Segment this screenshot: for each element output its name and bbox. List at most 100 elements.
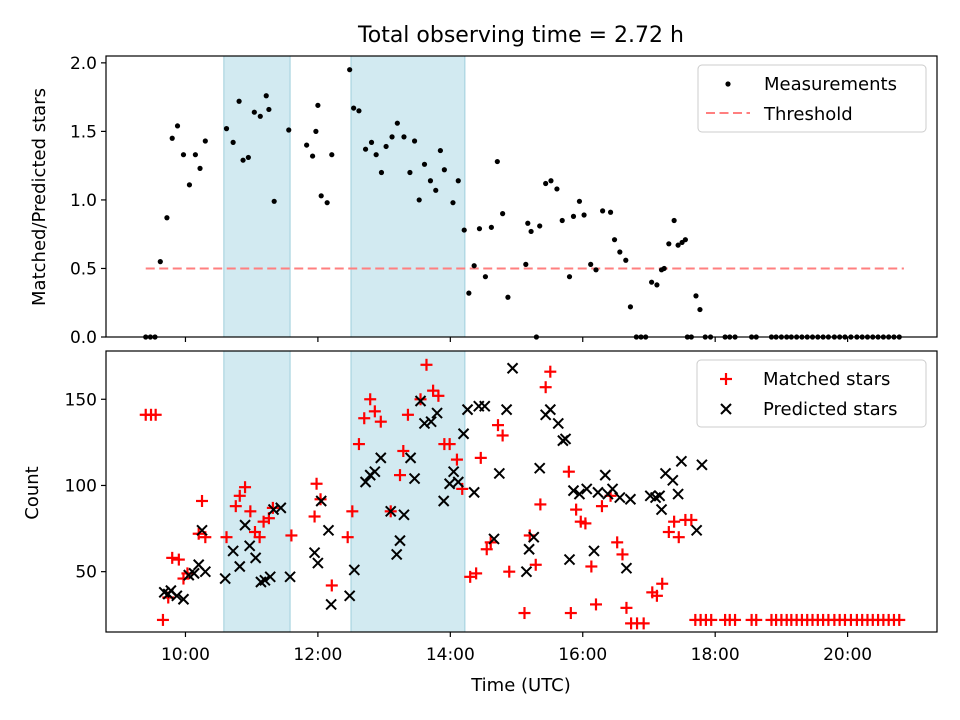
- predicted-star-point: [348, 564, 361, 576]
- measurement-point: [461, 227, 467, 233]
- predicted-star-point: [171, 590, 183, 602]
- x-tick-label: 20:00: [823, 645, 872, 665]
- predicted-star-point: [227, 545, 239, 557]
- predicted-star-point: [390, 548, 403, 561]
- predicted-star-point: [488, 533, 500, 545]
- measurement-point: [682, 237, 688, 243]
- y-tick-label: 2.0: [70, 54, 97, 74]
- matched-star-point: [420, 358, 433, 371]
- matched-star-point: [401, 408, 414, 421]
- measurement-point: [304, 142, 310, 148]
- predicted-star-point: [315, 495, 327, 507]
- y-tick-label: 50: [75, 563, 97, 583]
- matched-star-point: [470, 567, 483, 580]
- x-tick-label: 14:00: [426, 645, 475, 665]
- measurement-point: [528, 228, 534, 235]
- matched-star-point: [474, 451, 487, 464]
- matched-star-point: [443, 438, 456, 451]
- measurement-point: [427, 178, 434, 184]
- matched-star-point: [220, 531, 233, 544]
- matched-star-point: [325, 579, 338, 592]
- measurement-point: [389, 134, 395, 140]
- measurement-point: [576, 198, 583, 204]
- predicted-star-point: [188, 567, 200, 580]
- matched-star-point: [239, 481, 252, 494]
- measurement-point: [693, 293, 699, 299]
- y-tick-label: 1.0: [70, 191, 97, 211]
- predicted-star-point: [408, 472, 421, 485]
- predicted-star-point: [667, 474, 679, 487]
- legend-label-predicted: Predicted stars: [763, 399, 897, 420]
- predicted-star-point: [425, 415, 437, 428]
- x-tick-label: 18:00: [691, 645, 740, 665]
- predicted-star-point: [620, 562, 633, 574]
- measurement-point: [455, 178, 461, 184]
- measurement-point: [482, 274, 489, 280]
- matched-star-point: [244, 505, 257, 518]
- measurement-point: [318, 193, 324, 199]
- predicted-star-point: [690, 524, 703, 536]
- measurement-point: [588, 261, 594, 267]
- predicted-star-point: [461, 403, 474, 416]
- predicted-star-point: [653, 490, 666, 502]
- measurement-point: [240, 157, 246, 163]
- measurement-point: [548, 178, 554, 184]
- predicted-star-point: [493, 467, 506, 480]
- predicted-star-point: [308, 546, 321, 559]
- predicted-star-point: [239, 519, 251, 531]
- chart-title: Total observing time = 2.72 h: [357, 23, 684, 48]
- measurement-point: [401, 134, 407, 140]
- predicted-star-point: [599, 469, 611, 481]
- measurement-point: [476, 226, 483, 232]
- bottom-y-axis: 50 100 150: [65, 390, 106, 583]
- matched-star-point: [285, 529, 298, 542]
- matched-star-point: [564, 607, 577, 620]
- y-tick-label: 150: [65, 390, 97, 410]
- measurement-point: [471, 263, 477, 269]
- matched-star-point: [662, 526, 675, 539]
- measurement-point: [368, 139, 375, 145]
- measurement-point: [157, 259, 163, 265]
- matched-star-point: [172, 553, 185, 566]
- measurement-point: [537, 223, 543, 229]
- measurement-point: [505, 294, 511, 300]
- matched-star-point: [427, 384, 440, 397]
- predicted-star-point: [468, 486, 480, 499]
- matched-star-point: [893, 613, 906, 626]
- measurement-point: [697, 306, 703, 313]
- measurement-point: [309, 153, 316, 159]
- matched-star-point: [616, 548, 629, 561]
- predicted-star-point: [394, 534, 406, 547]
- measurement-point: [251, 109, 257, 115]
- measurement-point: [263, 93, 269, 99]
- measurement-point: [525, 220, 531, 226]
- x-tick-label: 12:00: [293, 645, 342, 665]
- x-axis-label: Time (UTC): [470, 675, 571, 696]
- matched-star-point: [341, 531, 354, 544]
- measurement-point: [623, 257, 629, 263]
- measurement-point: [661, 265, 667, 272]
- legend-label-matched: Matched stars: [763, 369, 890, 390]
- predicted-star-point: [284, 571, 296, 583]
- matched-star-point: [585, 560, 598, 573]
- measurement-point: [523, 261, 529, 267]
- legend-label-measurements: Measurements: [764, 74, 897, 95]
- bottom-axes-frame: [105, 350, 938, 633]
- measurement-point: [169, 135, 175, 141]
- predicted-star-point: [243, 540, 256, 552]
- measurement-point: [180, 152, 187, 158]
- measurement-point: [286, 127, 292, 133]
- measurement-point: [466, 290, 472, 296]
- matched-star-point: [196, 494, 209, 507]
- matched-star-point: [253, 531, 266, 544]
- predicted-star-point: [581, 483, 593, 495]
- matched-star-point: [491, 419, 504, 432]
- matched-star-point: [750, 613, 763, 626]
- matched-star-point: [346, 505, 359, 518]
- matched-star-point: [308, 510, 321, 523]
- matched-star-point: [393, 469, 406, 482]
- predicted-star-point: [520, 565, 533, 578]
- matched-star-point: [685, 513, 698, 526]
- measurement-point: [654, 282, 660, 288]
- predicted-star-point: [404, 452, 417, 464]
